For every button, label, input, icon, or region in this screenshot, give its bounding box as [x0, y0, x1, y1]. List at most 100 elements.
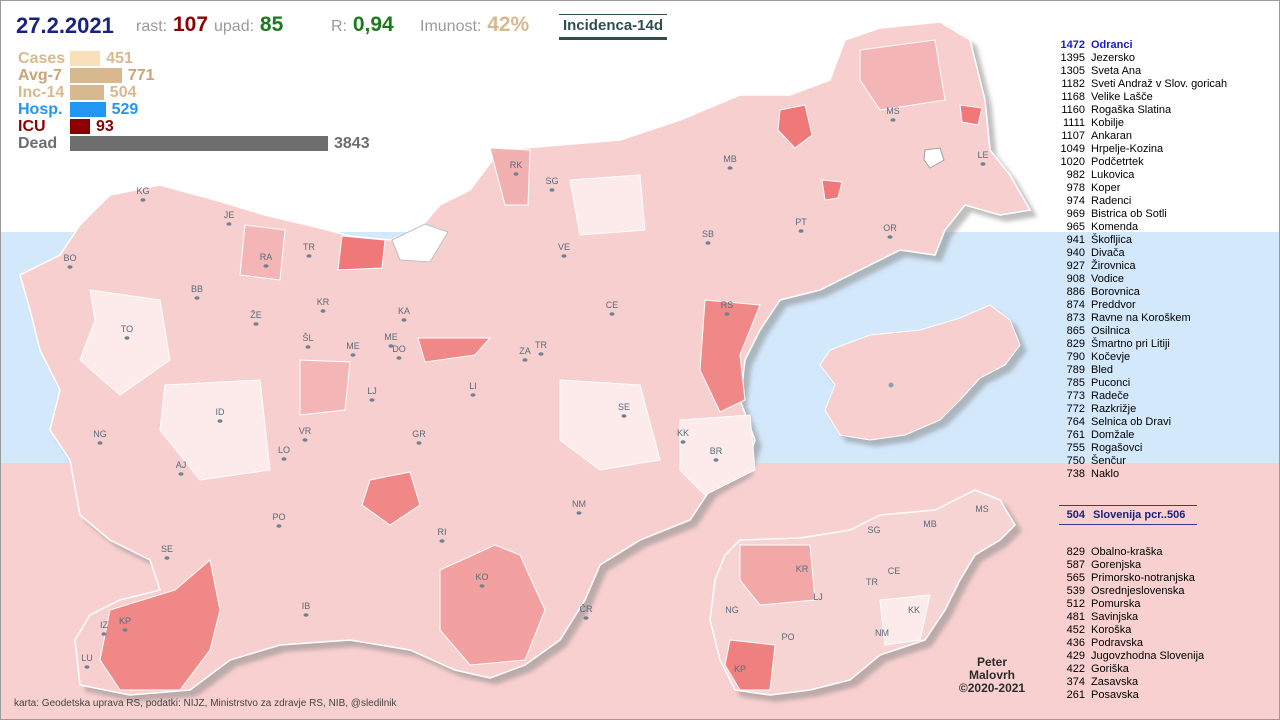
municipality-row: 965 Komenda [1057, 221, 1138, 234]
region-area [739, 544, 816, 606]
municipality-row: 1305 Sveta Ana [1057, 65, 1142, 78]
map-label: MS [886, 106, 900, 116]
region-row: 429 Jugovzhodna Slovenija [1057, 650, 1205, 663]
municipality-row: 789 Bled [1057, 364, 1113, 377]
municipality-area [569, 174, 646, 236]
map-label: BB [191, 284, 203, 294]
date-label: 27.2.2021 [16, 13, 114, 38]
list-value: 790 [1066, 351, 1085, 363]
author-signature: Peter Malovrh ©2020-2021 [944, 656, 1040, 695]
municipality-row: 886 Borovnica [1057, 286, 1140, 299]
town-marker [140, 198, 146, 202]
map-label: TR [303, 242, 315, 252]
map-label: SB [702, 229, 714, 239]
inset-map-label: CE [888, 566, 901, 576]
list-value: 587 [1066, 559, 1085, 571]
list-value: 750 [1066, 455, 1085, 467]
inset-map-labels: MS SG MB KR CE TR LJ NG KK PO NM KP [725, 504, 989, 674]
region-area [724, 639, 776, 691]
immunity-stat: Imunost: 42% [420, 13, 529, 39]
map-label: ME [384, 332, 398, 342]
list-name: Savinjska [1091, 611, 1139, 623]
list-value: 374 [1066, 676, 1085, 688]
list-value: 1395 [1060, 52, 1085, 64]
list-name: Borovnica [1091, 286, 1140, 298]
town-marker [369, 398, 375, 402]
map-label: PO [272, 512, 285, 522]
list-name: Vodice [1091, 273, 1125, 285]
signature-line: Malovrh [968, 668, 1015, 682]
region-row: 829 Obalno-kraška [1057, 546, 1163, 559]
municipality-area [439, 544, 546, 666]
stat-bar [70, 119, 90, 134]
town-marker [727, 166, 733, 170]
list-value: 755 [1066, 442, 1085, 454]
town-marker [101, 632, 107, 636]
list-value: 1049 [1060, 143, 1085, 155]
region-row: 587 Gorenjska [1057, 559, 1142, 572]
municipality-row: 1182 Sveti Andraž v Slov. goricah [1057, 78, 1227, 91]
list-value: 1305 [1060, 65, 1085, 77]
list-value: 539 [1066, 585, 1085, 597]
stat-bar [70, 85, 104, 100]
list-name: Velike Lašče [1091, 91, 1153, 103]
region-row: 539 Osrednjeslovenska [1057, 585, 1185, 598]
municipality-area [777, 104, 813, 149]
municipality-area [239, 224, 286, 281]
stat-value: 3843 [334, 135, 370, 152]
stat-value: 451 [106, 50, 133, 67]
municipality-row: 755 Rogašovci [1057, 442, 1143, 455]
municipality-area [391, 223, 449, 263]
list-name: Koper [1091, 182, 1121, 194]
municipality-area [959, 104, 983, 126]
town-marker [416, 441, 422, 445]
map-label: JE [224, 210, 235, 220]
town-marker [538, 352, 544, 356]
town-marker [396, 356, 402, 360]
town-marker [470, 393, 476, 397]
list-value: 429 [1066, 650, 1085, 662]
town-marker [164, 556, 170, 560]
map-label: IZ [100, 620, 109, 630]
stat-value: 504 [109, 84, 137, 101]
incidence-tab[interactable]: Incidenca-14d [559, 14, 667, 40]
map-label: NM [572, 499, 586, 509]
map-label: KK [677, 428, 689, 438]
list-name: Razkrižje [1091, 403, 1137, 415]
municipality-area [859, 39, 946, 111]
map-label: CE [606, 300, 619, 310]
municipality-area [679, 414, 756, 496]
town-marker [281, 457, 287, 461]
list-value: 452 [1066, 624, 1085, 636]
growth-value: 107 [172, 13, 209, 36]
town-marker [276, 524, 282, 528]
municipality-area [337, 235, 386, 271]
slovenia-silhouette [819, 304, 1021, 441]
list-name: Šenčur [1091, 455, 1126, 467]
municipality-row: 764 Selnica ob Dravi [1057, 416, 1171, 429]
municipality-area [559, 379, 661, 471]
municipality-row: 974 Radenci [1057, 195, 1132, 208]
list-name: Zasavska [1091, 676, 1139, 688]
region-row: 436 Podravska [1057, 637, 1143, 650]
growth-label: rast: [136, 18, 168, 35]
list-value: 481 [1066, 611, 1085, 623]
inset-map-label: LJ [813, 592, 823, 602]
municipality-row: 873 Ravne na Koroškem [1057, 312, 1191, 325]
inset-map-label: KK [908, 605, 920, 615]
list-value: 908 [1066, 273, 1085, 285]
municipality-row: 978 Koper [1057, 182, 1121, 195]
region-row: 512 Pomurska [1057, 598, 1141, 611]
town-marker [887, 235, 893, 239]
map-label: RS [721, 300, 734, 310]
list-value: 1472 [1060, 39, 1085, 51]
town-marker [226, 222, 232, 226]
town-marker [724, 312, 730, 316]
map-label: RI [438, 527, 447, 537]
list-value: 512 [1066, 598, 1085, 610]
signature-line: ©2020-2021 [958, 681, 1026, 695]
map-label: ZA [519, 346, 531, 356]
map-label: LI [469, 381, 477, 391]
